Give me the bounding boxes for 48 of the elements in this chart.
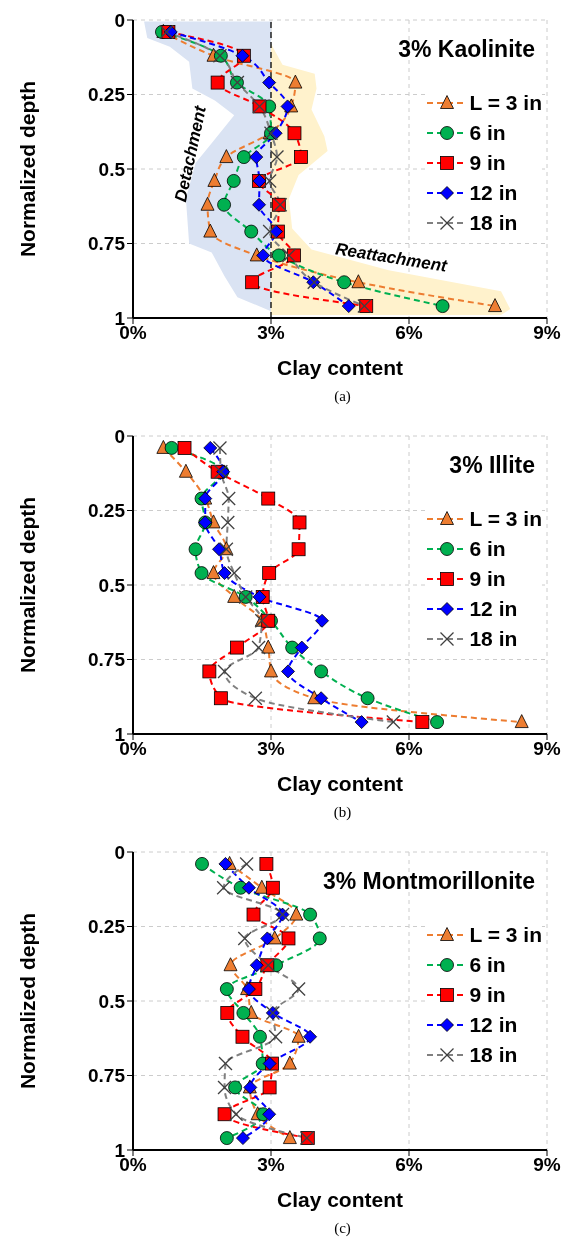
y-tick-label: 0 (114, 9, 125, 31)
x-tick-label: 9% (533, 322, 561, 344)
legend-label: 12 in (469, 1013, 518, 1037)
x-tick-label: 6% (395, 738, 423, 760)
x-tick-label: 6% (395, 322, 423, 344)
y-tick-label: 0.75 (88, 649, 126, 671)
y-tick-label: 0.25 (88, 84, 126, 106)
legend-label: 6 in (469, 953, 506, 977)
text: (c) (333, 1220, 352, 1238)
x-tick-label: 3% (257, 322, 285, 344)
legend-label: L = 3 in (469, 507, 542, 531)
legend-label: 6 in (469, 121, 506, 145)
x-axis-title: Clay content (276, 356, 404, 379)
x-tick-label: 3% (257, 1154, 285, 1176)
x-tick-label: 9% (533, 738, 561, 760)
y-tick-label: 0 (114, 425, 125, 447)
y-tick-label: 0 (114, 841, 125, 863)
y-tick-label: 0.5 (98, 574, 126, 596)
y-axis-title: Normalized depth (16, 496, 40, 674)
legend-label: 12 in (469, 181, 518, 205)
x-tick-label: 6% (395, 1154, 423, 1176)
legend-label: L = 3 in (469, 923, 542, 947)
text: (b) (332, 804, 353, 822)
legend-label: 6 in (469, 537, 506, 561)
y-tick-label: 0.75 (88, 1065, 126, 1087)
y-tick-label: 0.25 (88, 916, 126, 938)
y-tick-label: 0.5 (98, 158, 126, 180)
y-tick-label: 0.75 (88, 233, 126, 255)
legend-label: 18 in (469, 1043, 518, 1067)
y-tick-label: 0.25 (88, 500, 126, 522)
y-tick-label: 0.5 (98, 990, 126, 1012)
legend-label: L = 3 in (469, 91, 542, 115)
text: 3% Montmorillonite (322, 868, 535, 895)
x-tick-label: 9% (533, 1154, 561, 1176)
y-axis-title: Normalized depth (16, 912, 40, 1090)
legend-label: 9 in (469, 151, 506, 175)
x-axis-title: Clay content (276, 772, 404, 795)
text: (a) (333, 388, 352, 406)
legend-label: 18 in (469, 627, 518, 651)
x-axis-title: Clay content (276, 1188, 404, 1211)
legend-label: 9 in (469, 567, 506, 591)
text: 3% Illite (449, 452, 535, 479)
text: 3% Kaolinite (398, 36, 535, 63)
legend-label: 9 in (469, 983, 506, 1007)
y-axis-title: Normalized depth (16, 80, 40, 258)
legend-label: 12 in (469, 597, 518, 621)
x-tick-label: 3% (257, 738, 285, 760)
legend-label: 18 in (469, 211, 518, 235)
